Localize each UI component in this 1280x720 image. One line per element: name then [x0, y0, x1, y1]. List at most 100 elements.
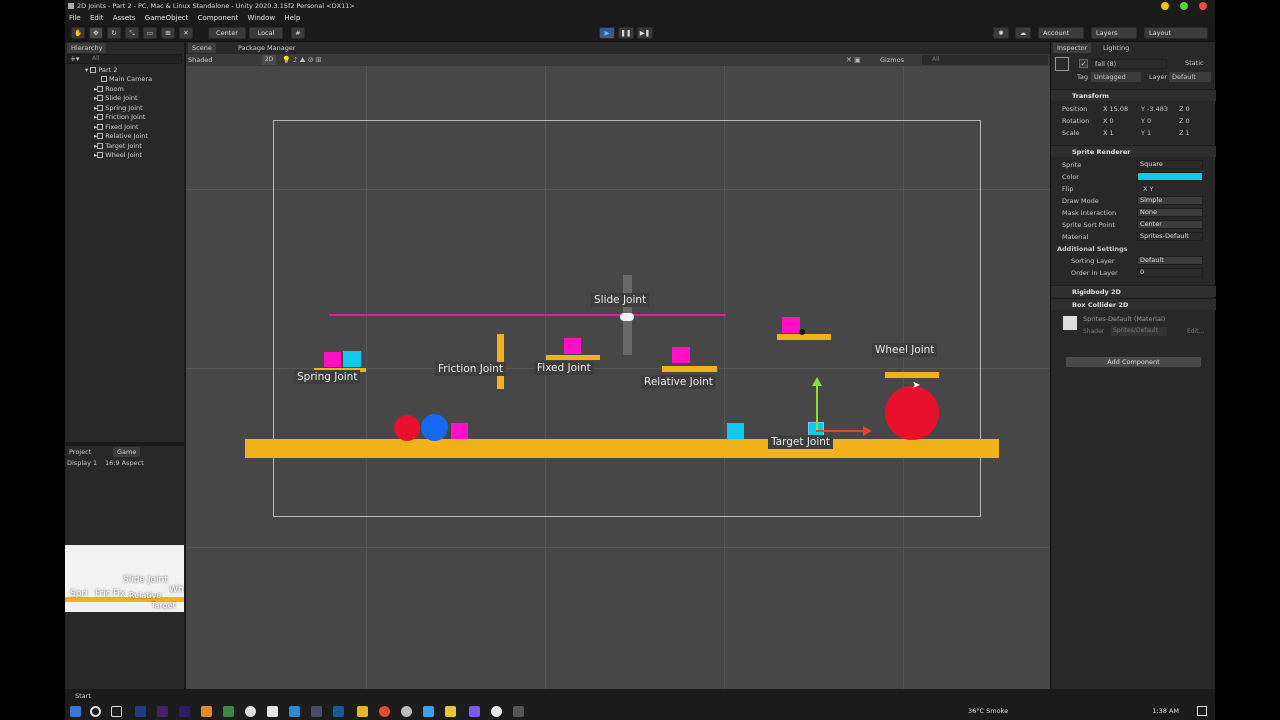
collab-icon[interactable]: ✺ — [993, 27, 1009, 39]
move-tool-icon[interactable]: ✥ — [89, 27, 103, 39]
add-icon[interactable]: +▾ — [70, 55, 80, 63]
tab-scene[interactable]: Scene — [188, 43, 216, 53]
rect-tool-icon[interactable]: ▭ — [143, 27, 157, 39]
account-dropdown[interactable]: Account — [1038, 27, 1084, 39]
menu-component[interactable]: Component — [197, 14, 239, 22]
tab-project[interactable]: Project — [69, 448, 92, 456]
sprite-field[interactable]: Square — [1137, 160, 1203, 169]
list-item[interactable]: ▸ Room — [94, 85, 124, 93]
flip-toggles[interactable]: X Y — [1143, 185, 1154, 193]
list-item[interactable]: ▸ Spring Joint — [94, 104, 143, 112]
pivot-toggle[interactable]: Center — [208, 27, 246, 39]
mail-icon[interactable] — [423, 706, 434, 717]
rotation-y[interactable]: Y 0 — [1141, 117, 1152, 125]
wheel[interactable] — [885, 386, 939, 440]
unity-taskbar-icon[interactable] — [513, 706, 524, 717]
rotation-x[interactable]: X 0 — [1103, 117, 1114, 125]
app-icon[interactable] — [223, 706, 234, 717]
photoshop-icon[interactable] — [135, 706, 146, 717]
scale-y[interactable]: Y 1 — [1141, 129, 1152, 137]
app-icon[interactable] — [357, 706, 368, 717]
gizmos-dropdown[interactable]: Gizmos — [880, 56, 904, 64]
app-icon[interactable] — [289, 706, 300, 717]
app-icon[interactable] — [491, 706, 502, 717]
tab-game[interactable]: Game — [113, 447, 141, 457]
active-checkbox[interactable]: ✓ — [1079, 59, 1088, 68]
chrome-icon[interactable] — [245, 706, 256, 717]
material-field[interactable]: Sprites-Default — [1137, 232, 1203, 241]
display-dropdown[interactable]: Display 1 — [67, 459, 98, 467]
cyan-box[interactable] — [727, 423, 744, 439]
tab-package-manager[interactable]: Package Manager — [238, 44, 296, 52]
app-icon[interactable] — [311, 706, 322, 717]
floor[interactable] — [245, 439, 999, 458]
tools-icon[interactable]: ✕ ▣ — [846, 56, 861, 64]
layers-dropdown[interactable]: Layers — [1091, 27, 1137, 39]
weather-text[interactable]: 36°C Smoke — [968, 707, 1009, 715]
steam-icon[interactable] — [333, 706, 344, 717]
lock-icon[interactable] — [267, 706, 278, 717]
app-icon[interactable] — [469, 706, 480, 717]
scene-view[interactable]: Slide Joint Spring Joint Friction Joint … — [186, 66, 1050, 689]
tag-dropdown[interactable]: Untagged — [1091, 72, 1141, 82]
shader-edit-button[interactable]: Edit... — [1187, 328, 1205, 335]
rotate-tool-icon[interactable]: ↻ — [107, 27, 121, 39]
friction-bar[interactable] — [497, 334, 504, 389]
step-button[interactable]: ▶❚ — [637, 27, 653, 39]
hinge-box[interactable] — [782, 317, 800, 333]
close-icon[interactable] — [1199, 2, 1207, 10]
y-arrow-icon[interactable] — [812, 377, 822, 386]
transform-tool-icon[interactable]: ⊞ — [161, 27, 175, 39]
fixed-box[interactable] — [564, 338, 581, 354]
lighting-icon[interactable]: 💡 ♪ ⛰ ⊘ ⊞ — [282, 56, 322, 64]
menu-help[interactable]: Help — [284, 14, 301, 22]
hinge-platform[interactable] — [777, 334, 831, 340]
menu-assets[interactable]: Assets — [112, 14, 136, 22]
scene-search-input[interactable]: All — [922, 55, 1048, 65]
add-component-button[interactable]: Add Component — [1065, 356, 1202, 368]
maximize-icon[interactable] — [1180, 2, 1188, 10]
space-toggle[interactable]: Local — [249, 27, 283, 39]
clock[interactable]: 1:38 AM — [1152, 707, 1179, 715]
sorting-layer-dropdown[interactable]: Default — [1137, 256, 1203, 265]
shading-dropdown[interactable]: Shaded — [188, 56, 213, 64]
relative-platform[interactable] — [662, 366, 717, 372]
x-arrow-icon[interactable] — [863, 426, 872, 436]
scale-x[interactable]: X 1 — [1103, 129, 1114, 137]
static-toggle[interactable]: Static — [1185, 59, 1204, 67]
y-axis-gizmo[interactable] — [816, 385, 818, 430]
color-swatch[interactable] — [1137, 172, 1203, 181]
position-z[interactable]: Z 0 — [1179, 105, 1190, 113]
rotation-z[interactable]: Z 0 — [1179, 117, 1190, 125]
shader-dropdown[interactable]: Sprites/Default — [1111, 327, 1167, 336]
aspect-dropdown[interactable]: 16:9 Aspect — [105, 459, 144, 467]
slide-joint-handle-icon[interactable] — [620, 313, 634, 321]
position-y[interactable]: Y -3.483 — [1141, 105, 1168, 113]
app-icon[interactable] — [379, 706, 390, 717]
box-collider-header[interactable]: Box Collider 2D — [1051, 298, 1216, 310]
search-icon[interactable] — [90, 706, 101, 717]
layer-dropdown[interactable]: Default — [1169, 72, 1211, 82]
red-ball[interactable] — [394, 415, 420, 441]
list-item[interactable]: ▸ Target Joint — [94, 142, 142, 150]
folder-icon[interactable] — [445, 706, 456, 717]
task-view-icon[interactable] — [111, 706, 122, 717]
transform-header[interactable]: Transform — [1051, 89, 1216, 101]
list-item[interactable]: ▸ Wheel Joint — [94, 151, 143, 159]
hand-tool-icon[interactable]: ✋ — [71, 27, 85, 39]
windows-start-icon[interactable] — [70, 706, 81, 717]
small-magenta-box[interactable] — [451, 423, 468, 439]
wheel-platform[interactable] — [885, 372, 939, 378]
tab-lighting[interactable]: Lighting — [1103, 44, 1130, 52]
list-item[interactable]: Main Camera — [101, 75, 152, 84]
minimize-icon[interactable] — [1161, 2, 1169, 10]
spring-box-magenta[interactable] — [324, 352, 341, 367]
play-button[interactable]: ▶ — [599, 27, 615, 39]
spring-box-cyan[interactable] — [343, 351, 361, 367]
draw-mode-dropdown[interactable]: Simple — [1137, 196, 1203, 205]
notification-icon[interactable] — [1197, 706, 1207, 716]
snap-icon[interactable]: # — [291, 27, 305, 39]
sort-point-dropdown[interactable]: Center — [1137, 220, 1203, 229]
list-item[interactable]: ▸ Relative Joint — [94, 132, 148, 140]
list-item[interactable]: ▸ Slide Joint — [94, 94, 138, 102]
